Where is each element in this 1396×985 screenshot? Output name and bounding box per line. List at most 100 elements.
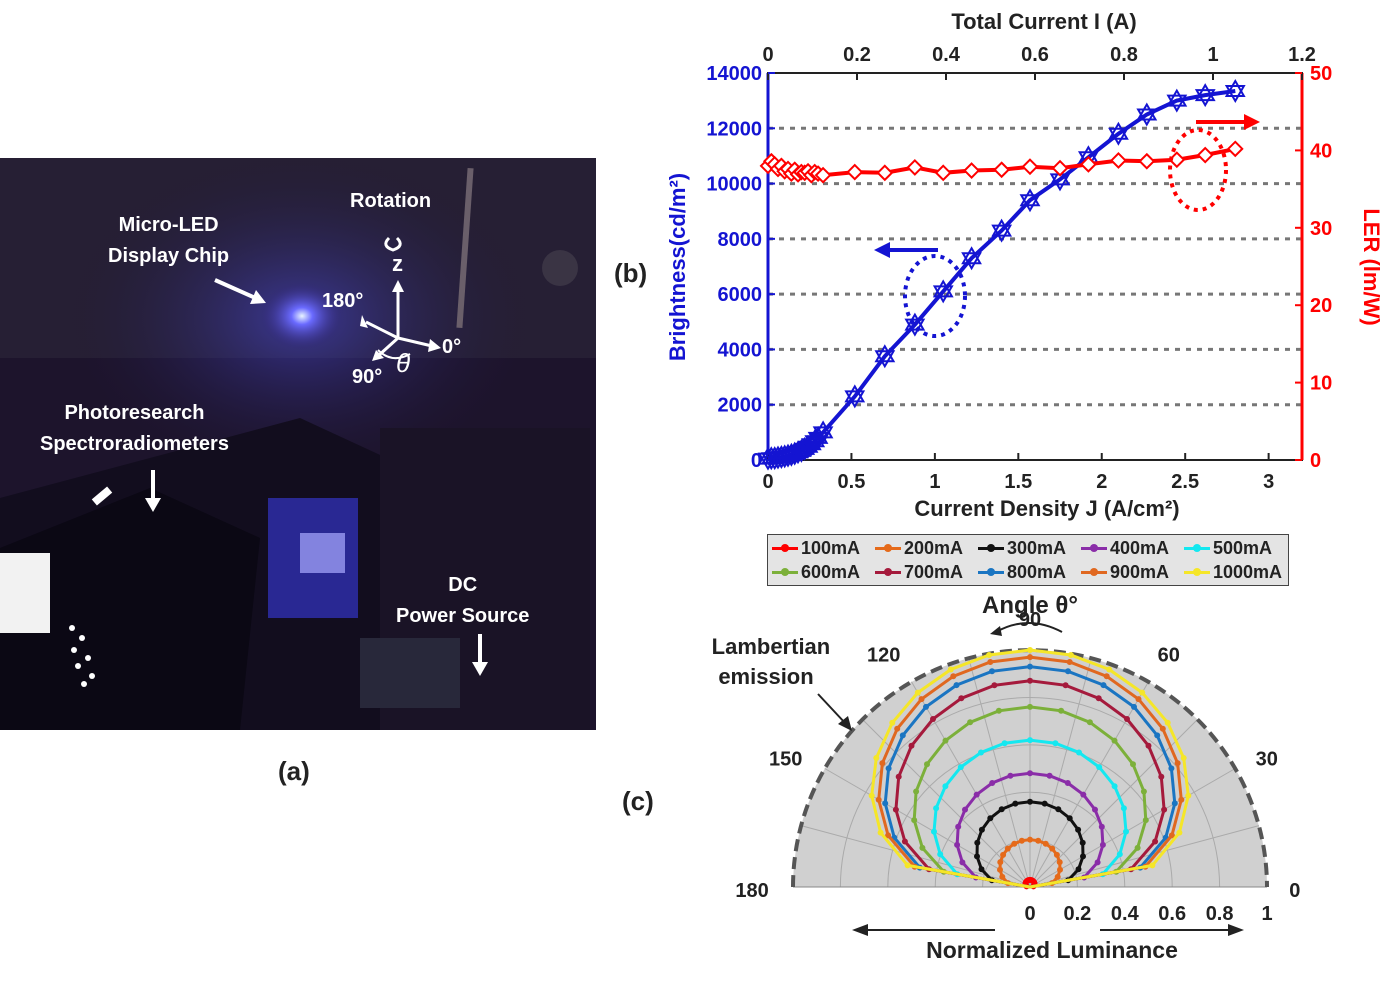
- left-tick-label: 4000: [718, 339, 763, 361]
- brightness-marker-tri-up: [874, 344, 896, 363]
- brightness-marker-tri-up: [797, 434, 819, 453]
- brightness-marker-tri-up: [1194, 83, 1216, 102]
- panel-label-b: (b): [614, 258, 648, 288]
- legend-label: 800mA: [1007, 561, 1067, 582]
- ler-point: [846, 163, 864, 181]
- x-axis-label: Current Density J (A/cm²): [914, 496, 1179, 521]
- x-tick-label: 1.5: [1004, 471, 1032, 493]
- left-tick-label: 2000: [718, 395, 763, 417]
- brightness-point: [991, 218, 1013, 243]
- ler-point: [1079, 155, 1097, 173]
- brightness-marker-tri-down: [1108, 127, 1129, 146]
- legend-item: 500mA: [1184, 537, 1272, 559]
- brightness-marker-tri-up: [1049, 167, 1071, 186]
- brightness-marker-tri-up: [812, 420, 834, 439]
- power-source-label: DC Power Source: [396, 574, 530, 627]
- right-axis-arrowhead: [1244, 114, 1260, 130]
- top-tick-label: 0.8: [1110, 44, 1138, 66]
- grid: [768, 126, 1302, 407]
- brightness-marker-tri-up: [807, 425, 829, 444]
- legend-item: 400mA: [1081, 537, 1169, 559]
- legend-swatch: [1081, 543, 1107, 552]
- ler-point: [1051, 159, 1069, 177]
- top-axis-label: Total Current I (A): [951, 9, 1136, 34]
- panel-label-a: (a): [278, 756, 310, 786]
- setup-photo: Micro-LED Display Chip Rotation z 180° 0…: [0, 158, 596, 730]
- x-tick-label: 3: [1263, 471, 1274, 493]
- brightness-marker-tri-up: [1019, 188, 1041, 207]
- left-axis-label: Brightness(cd/m²): [665, 173, 690, 361]
- legend-swatch: [1081, 567, 1107, 576]
- axis-90-label: 90°: [352, 366, 383, 388]
- axis-z-label: z: [392, 251, 403, 276]
- axis-180-label: 180°: [322, 290, 364, 312]
- right-tick-label: 40: [1310, 140, 1332, 162]
- left-axis-arrowhead: [874, 242, 890, 258]
- right-axis-label: LER (lm/W): [1359, 208, 1384, 325]
- annotations: [874, 114, 1260, 338]
- top-tick-label: 0.6: [1021, 44, 1049, 66]
- brightness-marker-tri-up: [932, 279, 954, 298]
- tick-labels: 0 0.5 1 1.5 2 2.5 30 0.2 0.4 0.6 0.8 1 1.20200040006…: [706, 44, 1332, 493]
- legend-item: 1000mA: [1184, 561, 1282, 583]
- legend-label: 200mA: [904, 537, 964, 558]
- brightness-point: [844, 384, 866, 409]
- legend: 100mA 200mA 300mA 400mA 500mA 600mA 700mA 800mA…: [767, 534, 1289, 586]
- legend-swatch-dot: [781, 543, 789, 552]
- series: [757, 78, 1246, 471]
- brightness-marker-tri-down: [991, 224, 1013, 243]
- brightness-marker-tri-down: [844, 390, 866, 409]
- brightness-point: [961, 246, 982, 271]
- legend-item: 800mA: [978, 561, 1066, 583]
- legend-swatch: [875, 543, 901, 552]
- legend-swatch: [772, 567, 798, 576]
- legend-item: 300mA: [978, 537, 1066, 559]
- ler-point: [1110, 152, 1127, 169]
- brightness-point: [1136, 102, 1158, 127]
- legend-swatch-dot: [1090, 543, 1098, 552]
- brightness-point: [1108, 121, 1129, 146]
- legend-swatch: [875, 567, 901, 576]
- legend-item: 200mA: [875, 537, 963, 559]
- brightness-marker-tri-down: [1224, 85, 1246, 104]
- brightness-marker-tri-down: [904, 318, 926, 337]
- brightness-marker-tri-up: [800, 432, 822, 451]
- legend-swatch: [978, 543, 1004, 552]
- brightness-marker-tri-down: [1136, 108, 1158, 127]
- brightness-marker-tri-down: [1194, 89, 1216, 108]
- x-tick-label: 2.5: [1171, 471, 1199, 493]
- legend-item: 600mA: [772, 561, 860, 583]
- legend-swatch: [1184, 543, 1210, 552]
- legend-swatch-dot: [884, 543, 892, 552]
- brightness-marker-tri-up: [991, 218, 1013, 237]
- right-tick-label: 50: [1310, 63, 1332, 85]
- legend-swatch: [772, 543, 798, 552]
- legend-item: 700mA: [875, 561, 963, 583]
- x-tick-label: 0.5: [838, 471, 866, 493]
- brightness-marker-tri-down: [1077, 151, 1099, 170]
- ler-point: [1021, 158, 1039, 176]
- axes: [766, 72, 1304, 461]
- right-tick-label: 20: [1310, 295, 1332, 317]
- x-tick-label: 1: [929, 471, 940, 493]
- x-tick-label: 0: [762, 471, 773, 493]
- right-tick-label: 10: [1310, 373, 1332, 395]
- brightness-marker-tri-down: [1019, 194, 1041, 213]
- x-tick-label: 2: [1096, 471, 1107, 493]
- panel-label-c: (c): [622, 786, 654, 816]
- legend-swatch-dot: [884, 567, 892, 576]
- ler-point: [934, 164, 952, 182]
- brightness-marker-tri-down: [812, 426, 834, 445]
- brightness-marker-tri-down: [961, 252, 982, 271]
- legend-swatch-dot: [987, 543, 995, 552]
- legend-swatch-dot: [1090, 567, 1098, 576]
- left-tick-label: 10000: [706, 174, 762, 196]
- brightness-point: [1019, 188, 1041, 213]
- ler-point: [993, 161, 1011, 179]
- legend-swatch-dot: [987, 567, 995, 576]
- top-tick-label: 0: [762, 44, 773, 66]
- brightness-marker-tri-up: [804, 429, 826, 448]
- brightness-point: [874, 344, 896, 369]
